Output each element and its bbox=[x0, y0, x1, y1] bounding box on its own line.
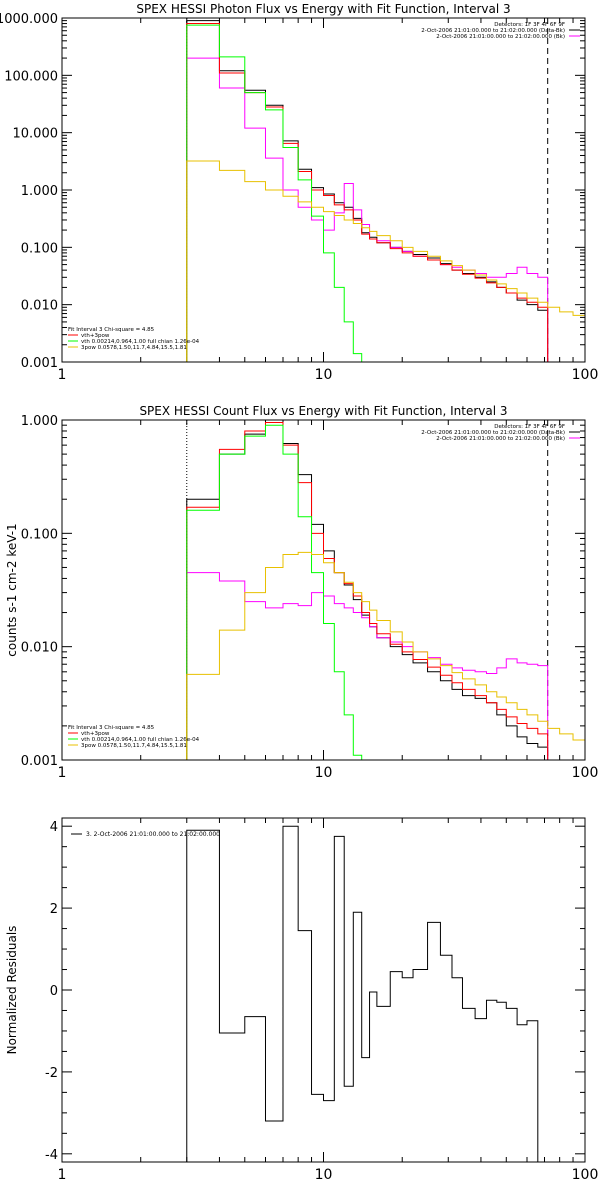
count-flux-panel: SPEX HESSI Count Flux vs Energy with Fit… bbox=[5, 404, 599, 781]
x-tick-label: 10 bbox=[315, 1167, 333, 1183]
series-line-1 bbox=[186, 57, 549, 362]
y-tick-label: 0.100 bbox=[21, 527, 58, 542]
y-axis-label: Normalized Residuals bbox=[5, 926, 19, 1055]
y-tick-label: 1.000 bbox=[21, 414, 58, 429]
series-line-2 bbox=[186, 23, 549, 362]
y-tick-label: -4 bbox=[45, 1148, 58, 1163]
legend-header: Fit Interval 3 Chi-square = 4.85 bbox=[68, 327, 155, 333]
plot-area bbox=[186, 420, 585, 760]
legend-entry: vth 0.00214,0.964,1.00 full chian 1.26e-… bbox=[81, 737, 200, 743]
legend-entry: vth+3pow bbox=[81, 731, 110, 737]
chart-title: SPEX HESSI Count Flux vs Energy with Fit… bbox=[139, 404, 507, 418]
x-tick-label: 10 bbox=[315, 367, 333, 383]
x-tick-label: 100 bbox=[572, 1167, 599, 1183]
info-line: 2-Oct-2006 21:01:00.000 to 21:02:00.000 … bbox=[421, 430, 565, 436]
plot-frame bbox=[61, 419, 586, 761]
series-line-1 bbox=[186, 572, 549, 760]
series-line-3 bbox=[186, 24, 363, 362]
residuals-panel: Normalized Residuals 1 10 100 -4 -2 0 2 4 3. 2-Oc… bbox=[5, 817, 599, 1183]
series-line-0 bbox=[186, 20, 549, 362]
y-tick-label: 0.001 bbox=[21, 754, 58, 769]
chart-title: SPEX HESSI Photon Flux vs Energy with Fi… bbox=[136, 2, 510, 16]
series-line-2 bbox=[186, 422, 549, 760]
info-line: Detectors: 1F 3F 4F 6F 9F bbox=[494, 424, 565, 430]
photon-flux-panel: SPEX HESSI Photon Flux vs Energy with Fi… bbox=[0, 2, 599, 383]
y-tick-label: 0 bbox=[50, 984, 58, 999]
y-tick-label: 0.100 bbox=[21, 241, 58, 256]
info-line: 2-Oct-2006 21:01:00.000 to 21:02:00.000 … bbox=[436, 34, 565, 40]
y-tick-label: 0.010 bbox=[21, 299, 58, 314]
info-line: Detectors: 1F 3F 4F 6F 9F bbox=[494, 22, 565, 28]
y-tick-label: 2 bbox=[50, 902, 58, 917]
x-tick-label: 1 bbox=[58, 1167, 67, 1183]
y-tick-label: -2 bbox=[45, 1066, 58, 1081]
y-tick-label: 0.010 bbox=[21, 641, 58, 656]
legend-entry: 3pow 0.0578,1.50,11.7,4.84,15.5,1.81 bbox=[81, 743, 187, 749]
legend-entry: vth+3pow bbox=[81, 333, 110, 339]
x-tick-label: 100 bbox=[572, 367, 599, 383]
y-axis-label: counts s-1 cm-2 keV-1 bbox=[5, 523, 19, 656]
x-tick-label: 1 bbox=[58, 765, 67, 781]
y-tick-label: 0.001 bbox=[21, 356, 58, 371]
info-line: 2-Oct-2006 21:01:00.000 to 21:02:00.000 … bbox=[436, 436, 565, 442]
x-tick-label: 100 bbox=[572, 765, 599, 781]
plot-frame bbox=[61, 17, 586, 363]
legend-entry: 3. 2-Oct-2006 21:01:00.000 to 21:02:00.0… bbox=[86, 831, 220, 838]
y-tick-label: 10.000 bbox=[13, 127, 59, 142]
legend-header: Fit Interval 3 Chi-square = 4.85 bbox=[68, 725, 155, 731]
x-tick-label: 10 bbox=[315, 765, 333, 781]
y-tick-label: 4 bbox=[50, 820, 58, 835]
series-line-0 bbox=[186, 420, 549, 760]
series-line-4 bbox=[186, 551, 585, 760]
y-tick-label: 1.000 bbox=[21, 184, 58, 199]
series-line-4 bbox=[186, 160, 585, 362]
plot-area bbox=[186, 825, 539, 1162]
y-tick-label: 1000.000 bbox=[0, 12, 58, 27]
legend-entry: vth 0.00214,0.964,1.00 full chian 1.26e-… bbox=[81, 339, 200, 345]
legend-entry: 3pow 0.0578,1.50,11.7,4.84,15.5,1.81 bbox=[81, 345, 187, 351]
series-line-0 bbox=[186, 825, 539, 1162]
y-tick-label: 100.000 bbox=[4, 69, 58, 84]
plot-area bbox=[186, 18, 585, 362]
info-line: 2-Oct-2006 21:01:00.000 to 21:02:00.000 … bbox=[421, 28, 565, 34]
x-tick-label: 1 bbox=[58, 367, 67, 383]
plot-frame bbox=[61, 817, 586, 1163]
series-line-3 bbox=[186, 424, 363, 760]
